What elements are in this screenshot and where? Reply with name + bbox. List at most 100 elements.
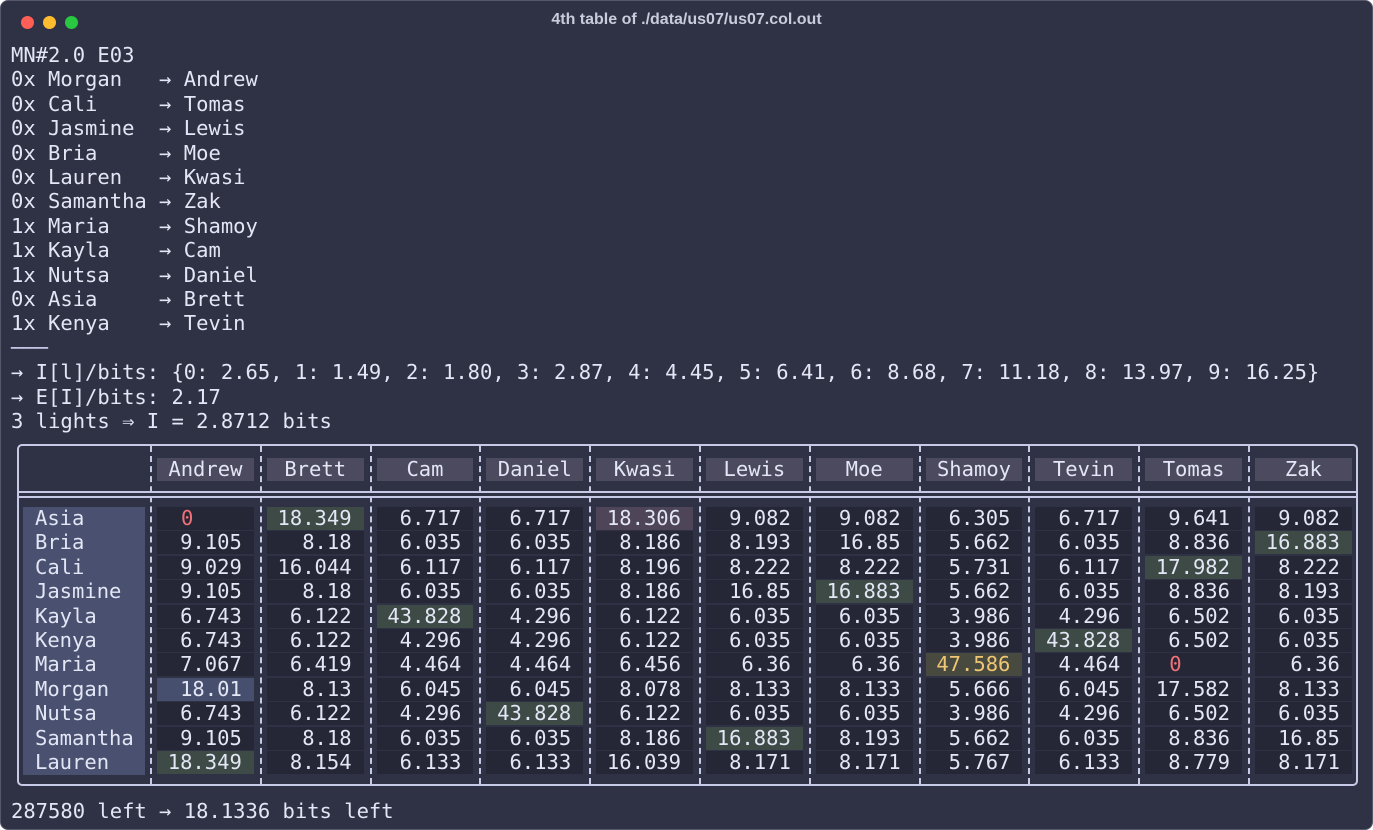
table-cell: 6.122	[266, 629, 364, 652]
table-cell: 6.045	[486, 677, 584, 701]
table-cell: 6.035	[815, 702, 913, 726]
table-cell: 8.836	[1145, 580, 1242, 604]
table-cell: 4.464	[1035, 653, 1133, 677]
table-cell: 16.883	[706, 726, 803, 750]
table-cell: 4.296	[486, 604, 584, 628]
table-cell: 9.082	[1255, 507, 1352, 530]
table-cell: 16.883	[1255, 531, 1352, 555]
table-cell: 8.222	[1255, 555, 1352, 579]
pair-line: 1x Nutsa → Daniel	[11, 262, 258, 287]
column-header: Daniel	[486, 458, 584, 481]
zoom-button[interactable]	[65, 16, 78, 29]
table-cell: 5.666	[925, 677, 1023, 701]
table-cell: 5.767	[925, 751, 1023, 774]
table-cell: 8.222	[706, 555, 803, 579]
header-rule	[19, 496, 1356, 498]
table-cell: 6.36	[706, 653, 803, 677]
table-cell: 7.067	[157, 653, 254, 677]
column-separator	[1248, 446, 1250, 784]
table-cell: 6.36	[815, 653, 913, 677]
column-separator	[150, 446, 152, 784]
minimize-button[interactable]	[43, 16, 56, 29]
table-cell: 8.133	[815, 677, 913, 701]
table-cell: 8.13	[266, 677, 364, 701]
table-cell: 8.193	[706, 531, 803, 555]
column-separator	[479, 446, 482, 784]
table-cell: 6.035	[376, 531, 474, 555]
table-cell: 8.18	[266, 580, 364, 604]
table-cell: 6.743	[157, 702, 254, 726]
table-cell: 6.717	[376, 507, 474, 530]
table-cell: 3.986	[925, 629, 1023, 652]
table-cell: 6.133	[486, 751, 584, 774]
title-bar: 4th table of ./data/us07/us07.col.out	[1, 1, 1372, 41]
column-separator	[808, 446, 811, 784]
table-cell: 8.171	[1255, 751, 1352, 774]
header-rule	[19, 491, 1356, 493]
table-cell: 8.171	[706, 751, 803, 774]
table-cell: 16.044	[266, 555, 364, 579]
table-cell: 6.717	[1035, 507, 1133, 530]
table-cell: 6.419	[266, 653, 364, 677]
table-cell: 6.035	[486, 726, 584, 750]
column-header: Zak	[1255, 458, 1352, 481]
table-cell: 6.035	[376, 580, 474, 604]
row-label: Bria	[35, 530, 85, 555]
pair-line: 0x Asia → Brett	[11, 287, 246, 312]
table-cell: 6.035	[1035, 580, 1133, 604]
table-cell: 9.641	[1145, 507, 1242, 530]
table-cell: 43.828	[486, 702, 584, 726]
table-cell: 6.743	[157, 629, 254, 652]
column-separator	[589, 446, 592, 784]
table-cell: 4.296	[486, 629, 584, 652]
table-cell: 18.306	[596, 507, 693, 530]
table-cell: 8.193	[815, 726, 913, 750]
table-cell: 6.035	[1255, 604, 1352, 628]
table-cell: 6.117	[486, 555, 584, 579]
column-header: Moe	[815, 458, 913, 481]
column-header: Brett	[266, 458, 364, 481]
table-cell: 8.836	[1145, 726, 1242, 750]
table-cell: 16.85	[706, 580, 803, 604]
table-cell: 9.082	[706, 507, 803, 530]
table-cell: 6.36	[1255, 653, 1352, 677]
table-cell: 9.029	[157, 555, 254, 579]
table-cell: 4.296	[1035, 702, 1133, 726]
row-labels: Asia Bria Cali Jasmine Kayla Kenya Maria Morgan…	[23, 506, 145, 775]
table-cell: 6.035	[1255, 629, 1352, 652]
table-cell: 8.193	[1255, 580, 1352, 604]
table-cell: 16.85	[815, 531, 913, 555]
table-cell: 6.133	[1035, 751, 1133, 774]
table-cell: 6.045	[1035, 677, 1133, 701]
table-cell: 8.779	[1145, 751, 1242, 774]
table-cell: 6.456	[596, 653, 693, 677]
table-cell: 8.836	[1145, 531, 1242, 555]
pair-line: 1x Kenya → Tevin	[11, 311, 246, 336]
table-cell: 6.743	[157, 604, 254, 628]
column-separator	[259, 446, 262, 784]
table-cell: 6.502	[1145, 604, 1242, 628]
table-cell: 16.85	[1255, 726, 1352, 750]
table: Asia Bria Cali Jasmine Kayla Kenya Maria Morgan…	[17, 444, 1358, 786]
table-cell: 8.154	[266, 751, 364, 774]
table-cell: 6.035	[376, 726, 474, 750]
table-cell: 8.133	[1255, 677, 1352, 701]
table-cell: 8.078	[596, 677, 693, 701]
table-cell: 6.035	[706, 629, 803, 652]
table-cell: 6.035	[1035, 726, 1133, 750]
row-label: Morgan	[35, 676, 110, 701]
row-label: Nutsa	[35, 701, 97, 726]
table-cell: 6.045	[376, 677, 474, 701]
table-cell: 16.883	[815, 580, 913, 604]
table-cell: 6.035	[486, 580, 584, 604]
pair-line: 0x Morgan → Andrew	[11, 67, 258, 92]
table-cell: 6.122	[596, 604, 693, 628]
row-label: Kayla	[35, 603, 97, 628]
row-label: Lauren	[35, 750, 110, 774]
column-header: Andrew	[157, 458, 254, 481]
table-cell: 4.464	[486, 653, 584, 677]
pair-line: 0x Jasmine → Lewis	[11, 116, 246, 141]
close-button[interactable]	[21, 16, 34, 29]
pair-line: 0x Samantha → Zak	[11, 189, 221, 214]
